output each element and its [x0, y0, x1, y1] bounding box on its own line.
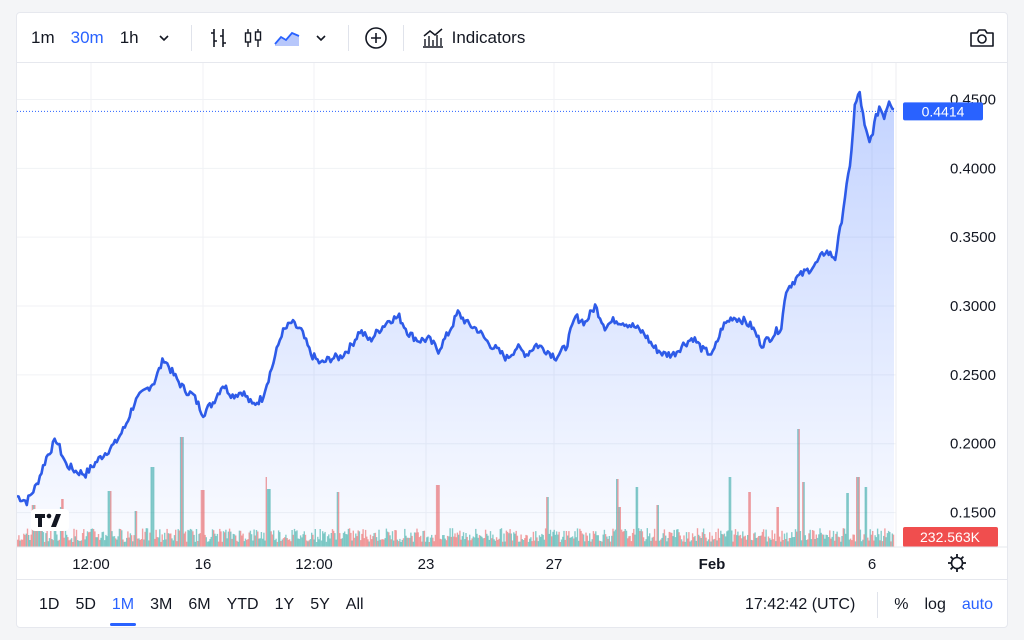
range-1d-button[interactable]: 1D	[39, 595, 60, 613]
price-chart[interactable]: 0.1500 0.2000 0.2500 0.3000 0.3500 0.4000 0.45…	[17, 63, 1007, 579]
range-5y-button[interactable]: 5Y	[310, 595, 330, 613]
candles-chart-type-icon[interactable]	[236, 21, 270, 55]
interval-30m-button[interactable]: 30m	[70, 27, 104, 47]
screenshot-camera-icon[interactable]	[965, 21, 999, 55]
time-axis-settings-gear-icon[interactable]	[948, 554, 966, 572]
top-toolbar: 1m 30m 1h Indicators	[17, 13, 1007, 63]
price-tick-label: 0.4000	[950, 160, 996, 177]
price-line	[17, 90, 895, 507]
price-area-fill	[17, 92, 894, 547]
price-tick-label: 0.2500	[950, 367, 996, 384]
compare-add-icon[interactable]	[359, 21, 393, 55]
range-1y-button[interactable]: 1Y	[274, 595, 295, 613]
range-ytd-button[interactable]: YTD	[226, 595, 259, 613]
last-price-badge: 0.4414	[903, 102, 983, 121]
bars-chart-type-icon[interactable]	[202, 21, 236, 55]
bottom-divider	[877, 592, 879, 618]
toolbar-divider	[402, 24, 404, 51]
time-tick-label: 6	[868, 556, 876, 573]
range-1m-button[interactable]: 1M	[104, 590, 142, 626]
time-tick-label: 12:00	[72, 556, 110, 573]
chart-widget: 1m 30m 1h Indicators	[16, 12, 1008, 628]
price-tick-label: 0.2000	[950, 436, 996, 453]
time-tick-label: 12:00	[295, 556, 333, 573]
percent-scale-toggle[interactable]: %	[894, 596, 909, 613]
price-tick-label: 0.1500	[950, 505, 996, 522]
volume-badge: 232.563K	[903, 527, 998, 547]
bottom-toolbar: 1D 5D 1M 3M 6M YTD 1Y 5Y All 17:42:42 (U…	[17, 579, 1007, 627]
log-scale-toggle[interactable]: log	[924, 596, 946, 613]
last-price-label: 0.4414	[922, 103, 965, 119]
chart-type-dropdown-chevron-icon[interactable]	[304, 21, 338, 55]
price-tick-label: 0.3500	[950, 229, 996, 246]
indicators-label: Indicators	[451, 27, 526, 47]
indicators-button[interactable]: Indicators	[414, 21, 532, 55]
time-tick-label: 27	[546, 556, 563, 573]
time-tick-label: Feb	[699, 556, 726, 573]
interval-1h-button[interactable]: 1h	[119, 27, 139, 47]
volume-label: 232.563K	[920, 529, 981, 545]
range-5d-button[interactable]: 5D	[75, 595, 96, 613]
interval-dropdown-chevron-icon[interactable]	[147, 21, 181, 55]
interval-1m-button[interactable]: 1m	[31, 27, 55, 47]
toolbar-divider	[347, 24, 349, 51]
auto-scale-toggle[interactable]: auto	[961, 596, 993, 613]
toolbar-divider	[190, 24, 192, 51]
price-tick-label: 0.3000	[950, 298, 996, 315]
utc-clock[interactable]: 17:42:42 (UTC)	[745, 596, 856, 613]
area-chart-type-icon[interactable]	[270, 21, 304, 55]
time-tick-label: 16	[195, 556, 212, 573]
range-6m-button[interactable]: 6M	[188, 595, 211, 613]
range-3m-button[interactable]: 3M	[150, 595, 173, 613]
range-all-button[interactable]: All	[345, 595, 364, 613]
tradingview-logo[interactable]	[31, 509, 69, 531]
price-chart-canvas: 0.15000.20000.25000.30000.35000.40000.45…	[17, 63, 1007, 573]
time-tick-label: 23	[418, 556, 435, 573]
indicators-icon	[422, 27, 443, 48]
